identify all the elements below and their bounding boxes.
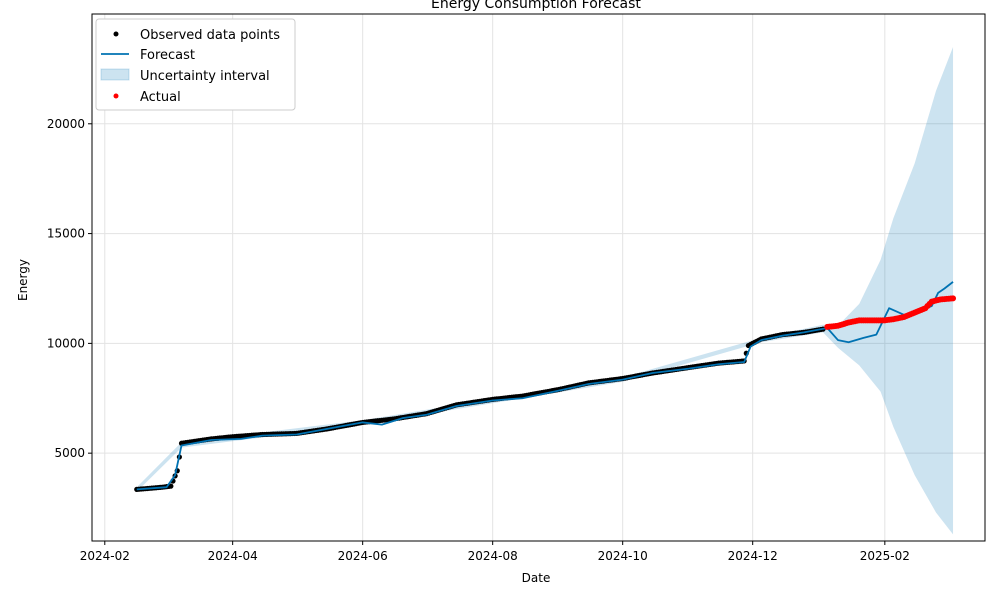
y-tick-label: 5000 [54, 446, 85, 460]
x-tick-label: 2024-06 [338, 549, 388, 563]
observed-point [168, 483, 174, 489]
legend-uncertainty-marker [100, 68, 130, 81]
legend-uncertainty-label: Uncertainty interval [140, 69, 270, 84]
actual-point [950, 295, 957, 302]
actual-points-layer [824, 295, 957, 330]
forecast-line-layer [136, 281, 954, 491]
legend-forecast-label: Forecast [140, 48, 195, 63]
x-tick-label: 2024-12 [728, 549, 778, 563]
y-axis-label: Energy [16, 259, 30, 301]
chart-title: Energy Consumption Forecast [431, 0, 641, 12]
x-tick-label: 2024-10 [598, 549, 648, 563]
legend-box [95, 18, 296, 111]
axes: 2024-02 2024-04 2024-06 2024-08 2024-10 2024-… [47, 117, 910, 563]
legend-observed-label: Observed data points [140, 28, 280, 43]
plot-frame [91, 13, 986, 542]
legend-actual-label: Actual [140, 90, 181, 105]
x-tick-label: 2024-08 [468, 549, 518, 563]
y-tick-label: 10000 [47, 336, 85, 350]
legend: Observed data points Forecast Uncertaint… [95, 18, 296, 111]
x-axis-label: Date [522, 571, 551, 585]
y-tick-label: 15000 [47, 227, 85, 241]
legend-observed-marker [113, 31, 119, 37]
legend-actual-marker [113, 93, 119, 99]
x-tick-label: 2025-02 [860, 549, 910, 563]
grid [92, 14, 985, 541]
x-tick-label: 2024-04 [208, 549, 258, 563]
y-tick-label: 20000 [47, 117, 85, 131]
x-tick-label: 2024-02 [80, 549, 130, 563]
forecast-line [136, 281, 954, 491]
